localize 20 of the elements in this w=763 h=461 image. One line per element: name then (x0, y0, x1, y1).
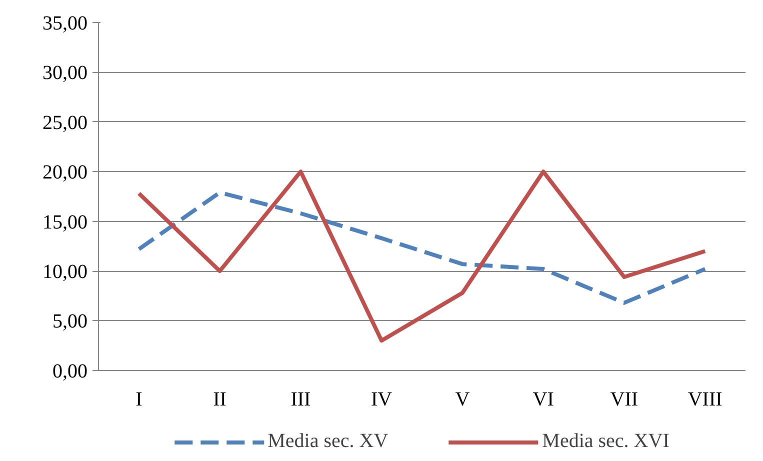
x-tick-label: IV (371, 388, 393, 410)
y-tick-label: 0,00 (52, 360, 88, 382)
x-tick-label: I (136, 388, 142, 410)
x-tick-label: VIII (688, 388, 722, 410)
x-tick-label: II (213, 388, 226, 410)
y-tick-label: 30,00 (42, 62, 88, 84)
x-tick-label: VII (610, 388, 638, 410)
x-tick-label: III (290, 388, 311, 410)
y-tick-label: 35,00 (42, 12, 88, 34)
y-tick-label: 15,00 (42, 211, 88, 234)
y-tick-label: 5,00 (52, 310, 88, 333)
x-tick-label: VI (532, 388, 554, 410)
y-tick-label: 10,00 (42, 261, 88, 284)
x-tick-label: V (455, 388, 470, 410)
line-series (136, 170, 708, 343)
legend-label: Media sec. XVI (542, 430, 670, 453)
y-tick-label: 25,00 (42, 112, 88, 134)
y-tick-label: 20,00 (42, 162, 88, 184)
line-series (136, 190, 708, 305)
legend-label: Media sec. XV (268, 430, 388, 453)
